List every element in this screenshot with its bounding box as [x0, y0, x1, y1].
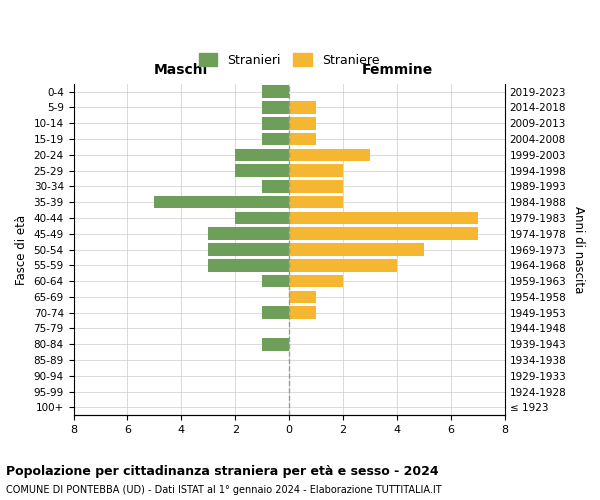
Bar [262, 132, 289, 145]
Bar [289, 290, 316, 303]
Bar [289, 164, 343, 177]
Bar [235, 212, 289, 224]
Text: Popolazione per cittadinanza straniera per età e sesso - 2024: Popolazione per cittadinanza straniera p… [6, 465, 439, 478]
Bar [289, 196, 343, 208]
Y-axis label: Anni di nascita: Anni di nascita [572, 206, 585, 293]
Bar [262, 117, 289, 130]
Bar [262, 275, 289, 287]
Bar [235, 148, 289, 161]
Bar [289, 101, 316, 114]
Bar [262, 86, 289, 98]
Bar [289, 117, 316, 130]
Bar [208, 243, 289, 256]
Bar [289, 243, 424, 256]
Bar [289, 180, 343, 192]
Bar [262, 306, 289, 319]
Bar [208, 228, 289, 240]
Bar [262, 101, 289, 114]
Text: Maschi: Maschi [154, 64, 208, 78]
Bar [289, 306, 316, 319]
Bar [289, 259, 397, 272]
Bar [289, 212, 478, 224]
Y-axis label: Fasce di età: Fasce di età [15, 214, 28, 284]
Bar [262, 180, 289, 192]
Bar [235, 164, 289, 177]
Bar [289, 148, 370, 161]
Bar [289, 228, 478, 240]
Bar [154, 196, 289, 208]
Bar [208, 259, 289, 272]
Text: Femmine: Femmine [361, 64, 433, 78]
Bar [289, 132, 316, 145]
Bar [289, 275, 343, 287]
Legend: Stranieri, Straniere: Stranieri, Straniere [193, 47, 386, 73]
Text: COMUNE DI PONTEBBA (UD) - Dati ISTAT al 1° gennaio 2024 - Elaborazione TUTTITALI: COMUNE DI PONTEBBA (UD) - Dati ISTAT al … [6, 485, 442, 495]
Bar [262, 338, 289, 350]
